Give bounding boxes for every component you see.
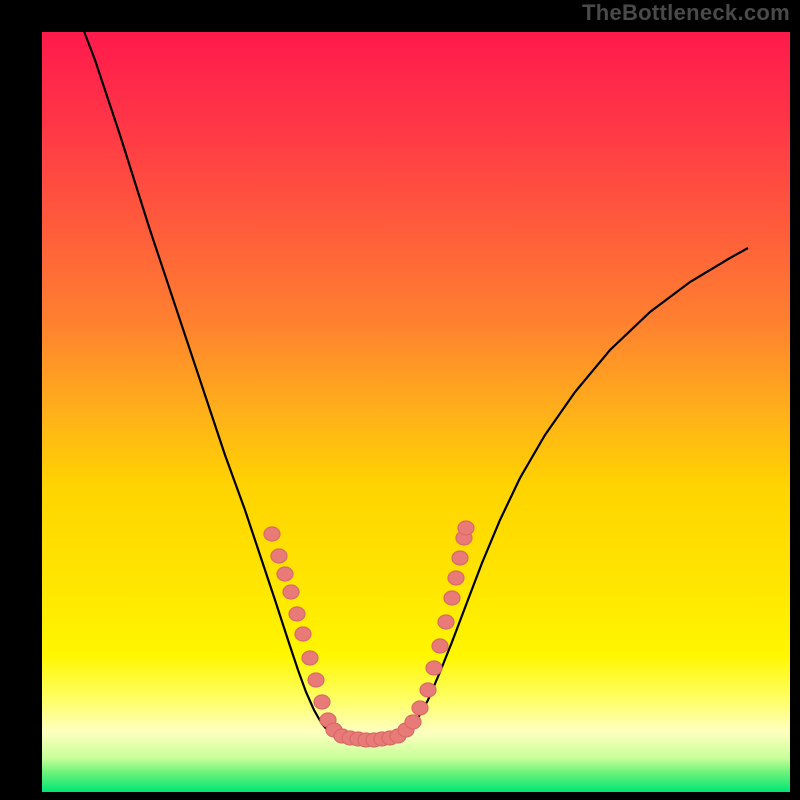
- data-marker: [289, 607, 305, 621]
- data-marker: [432, 639, 448, 653]
- data-marker: [426, 661, 442, 675]
- data-marker: [271, 549, 287, 563]
- data-marker: [302, 651, 318, 665]
- data-marker: [438, 615, 454, 629]
- data-marker: [444, 591, 460, 605]
- data-marker: [448, 571, 464, 585]
- data-marker: [308, 673, 324, 687]
- data-marker: [405, 715, 421, 729]
- data-marker: [458, 521, 474, 535]
- data-marker: [264, 527, 280, 541]
- data-marker: [277, 567, 293, 581]
- plot-background: [42, 32, 790, 792]
- chart-svg: [0, 0, 800, 800]
- data-marker: [420, 683, 436, 697]
- data-marker: [452, 551, 468, 565]
- data-marker: [314, 695, 330, 709]
- data-marker: [295, 627, 311, 641]
- data-marker: [412, 701, 428, 715]
- chart-frame: TheBottleneck.com: [0, 0, 800, 800]
- data-marker: [283, 585, 299, 599]
